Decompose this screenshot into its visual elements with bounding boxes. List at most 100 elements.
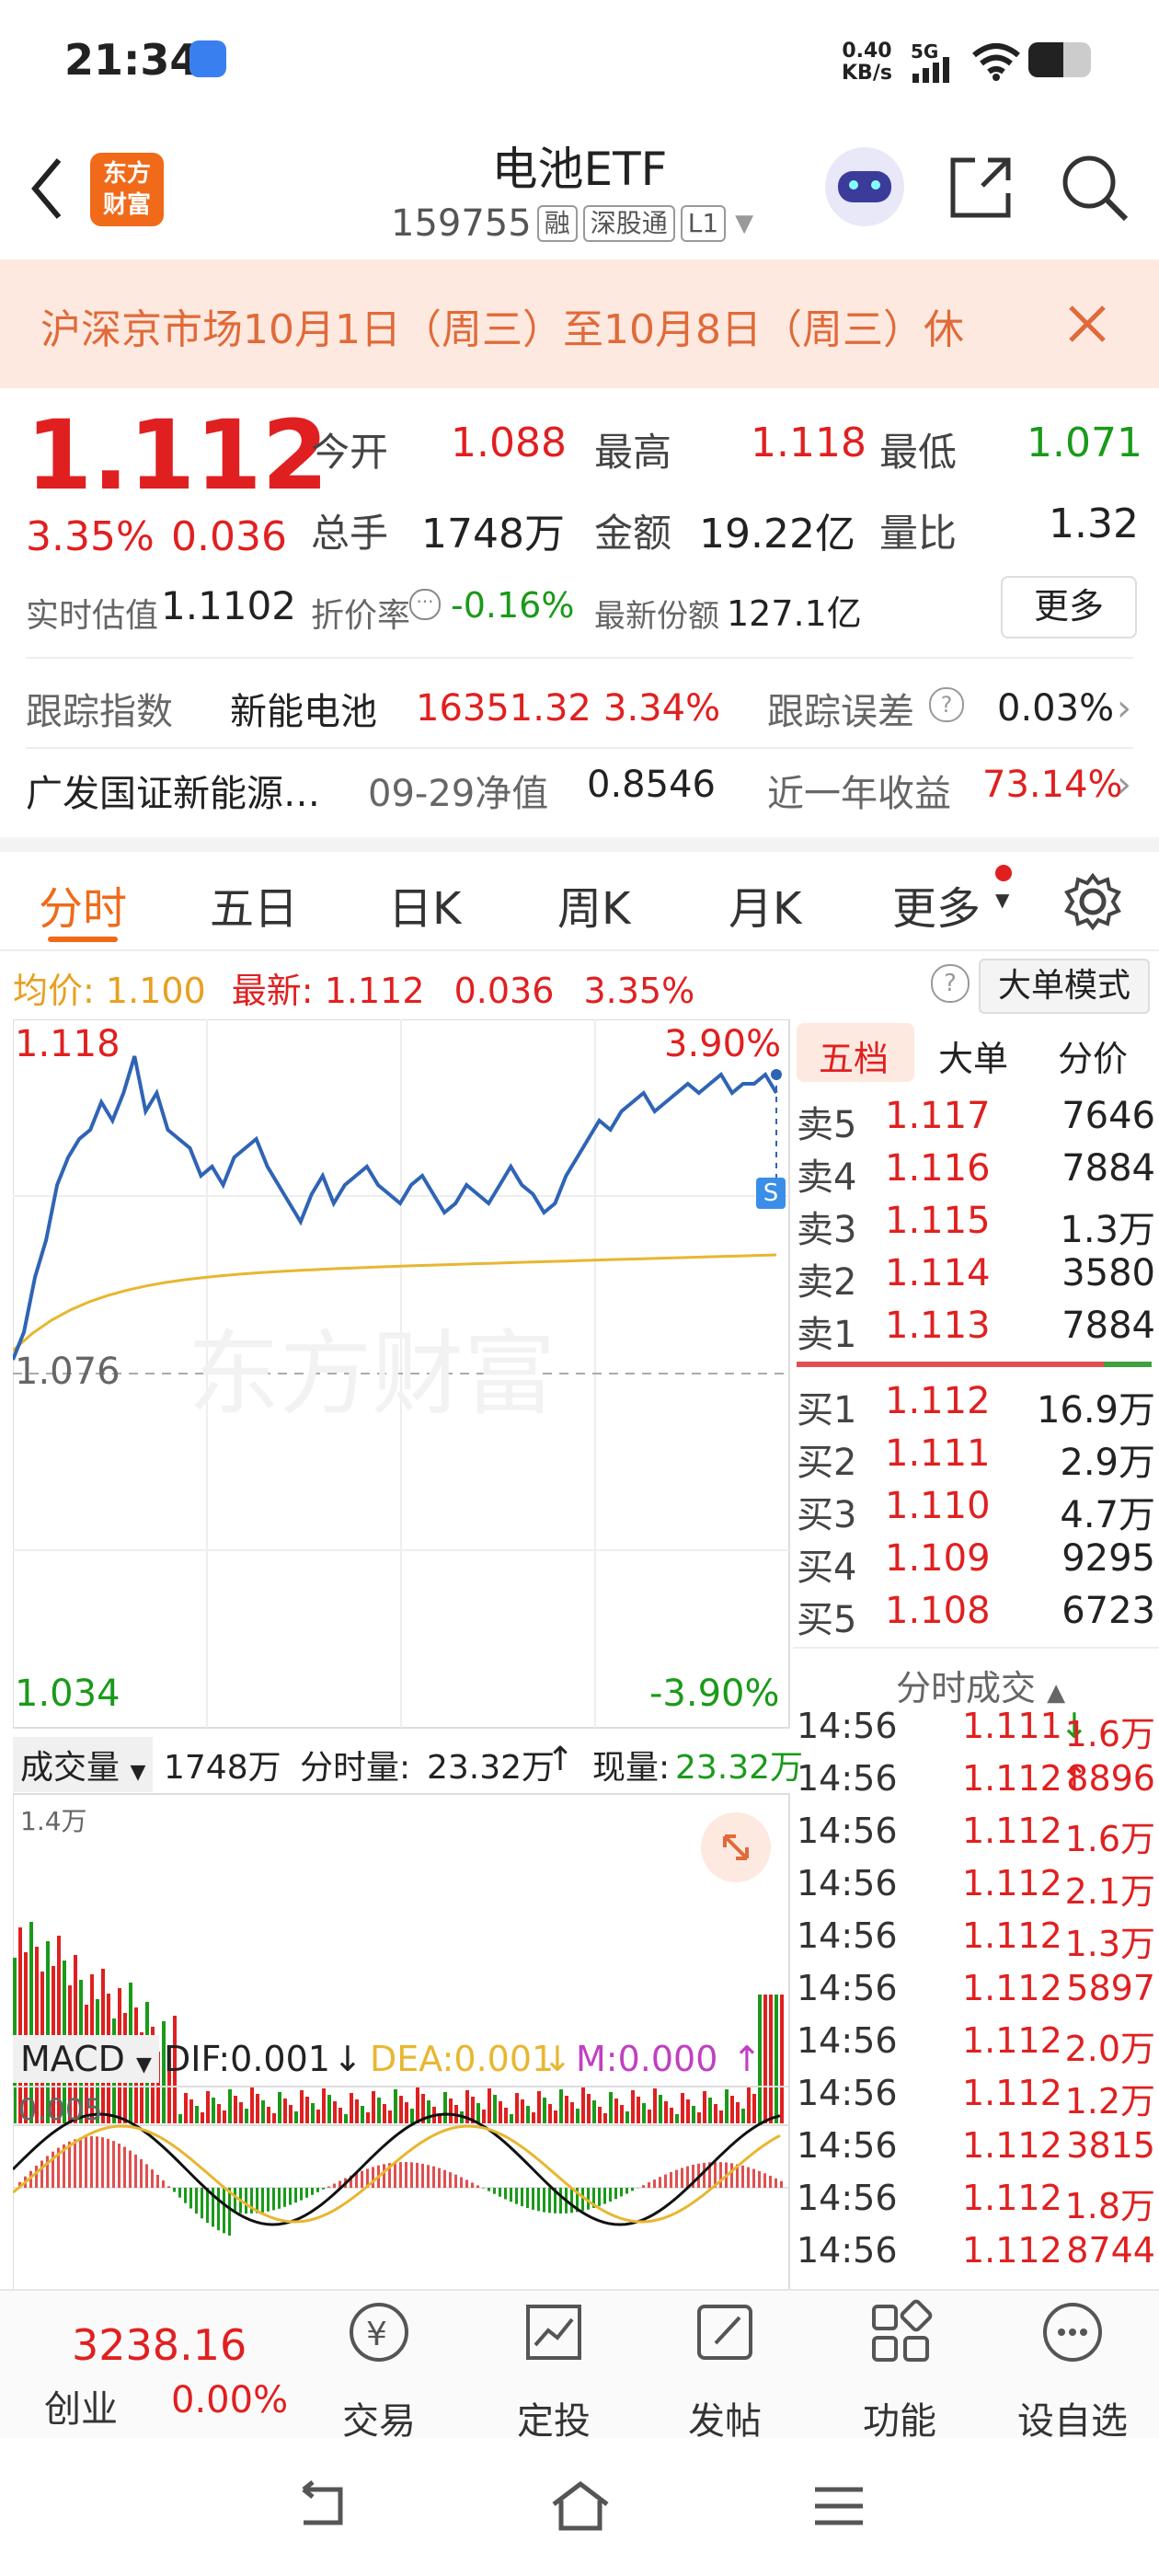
volume-bar <box>476 2103 480 2123</box>
macd-bar <box>123 2146 126 2188</box>
trade-row[interactable]: 14:56 1.112 1.8万 <box>797 2178 1155 2229</box>
macd-bar <box>642 2185 645 2188</box>
macd-bar <box>283 2188 286 2207</box>
volume-indicator-select[interactable]: 成交量 ▼ <box>13 1737 154 1792</box>
trade-row[interactable]: 14:56 1.112 8744 <box>797 2230 1155 2282</box>
intraday-chart[interactable]: 东方财富 <box>13 1019 791 2289</box>
volume-bar <box>620 2105 624 2123</box>
tab-intraday[interactable]: 分时 <box>39 883 128 935</box>
holiday-notice-banner[interactable]: 沪深京市场10月1日（周三）至10月8日（周三）休 <box>0 259 1159 388</box>
orderbook-tab-price[interactable]: 分价 <box>1058 1039 1129 1079</box>
volume-bar <box>637 2097 640 2123</box>
volume-bar <box>29 1922 33 2123</box>
grid-icon <box>872 2299 933 2362</box>
macd-bar <box>96 2136 98 2188</box>
back-nav-icon[interactable] <box>291 2480 350 2532</box>
order-price: 1.113 <box>885 1305 991 1347</box>
macd-bar <box>206 2188 209 2224</box>
nav-add-watchlist[interactable]: 设自选 <box>990 2295 1155 2444</box>
tab-daily-k[interactable]: 日K <box>388 883 462 935</box>
settings-gear-icon[interactable] <box>1063 872 1122 931</box>
app-logo[interactable]: 东方 财富 <box>90 153 164 226</box>
search-icon[interactable] <box>1060 153 1130 223</box>
sell-order-row[interactable]: 卖5 1.117 7646 <box>797 1095 1155 1146</box>
sell-order-row[interactable]: 卖2 1.114 3580 <box>797 1252 1155 1304</box>
sell-order-row[interactable]: 卖4 1.116 7884 <box>797 1147 1155 1199</box>
tab-five-day[interactable]: 五日 <box>210 883 299 935</box>
macd-bar <box>427 2165 430 2188</box>
trades-title[interactable]: 分时成交 ▲ <box>896 1668 1066 1708</box>
back-icon[interactable] <box>28 156 64 221</box>
volume-bar <box>736 2102 740 2123</box>
tab-monthly-k[interactable]: 月K <box>729 883 802 935</box>
volume-bar <box>686 2099 690 2123</box>
more-button[interactable]: 更多 <box>1001 576 1137 638</box>
nav-trade[interactable]: ¥ 交易 <box>296 2295 462 2444</box>
nav-functions[interactable]: 功能 <box>817 2295 982 2444</box>
more-dots-icon <box>1043 2303 1102 2362</box>
tab-more[interactable]: 更多 <box>892 883 981 935</box>
trade-row[interactable]: 14:56 1.112 2.1万 <box>797 1863 1155 1915</box>
trade-arrow-icon: ↓ <box>1060 1706 1089 1746</box>
orderbook-tab-large[interactable]: 大单 <box>938 1039 1009 1079</box>
volume-bar <box>316 2110 320 2123</box>
sell-order-row[interactable]: 卖3 1.115 1.3万 <box>797 1200 1155 1251</box>
sell-order-row[interactable]: 卖1 1.113 7884 <box>797 1305 1155 1356</box>
macd-bar <box>52 2151 54 2188</box>
help-icon[interactable]: ? <box>931 964 970 1003</box>
trade-row[interactable]: 14:56 1.112 1.3万 <box>797 1915 1155 1967</box>
info-icon[interactable]: ··· <box>409 589 441 620</box>
index-pct[interactable]: 0.00% <box>171 2379 289 2421</box>
macd-bar <box>267 2188 270 2212</box>
trade-row[interactable]: 14:56 1.112 ↑ 8896 <box>797 1758 1155 1810</box>
volume-bar <box>300 2090 304 2123</box>
buy-order-row[interactable]: 买3 1.110 4.7万 <box>797 1485 1155 1536</box>
close-icon[interactable] <box>1067 304 1107 344</box>
volume-bar <box>377 2098 381 2123</box>
trade-row[interactable]: 14:56 1.112 3815 <box>797 2125 1155 2177</box>
trade-row[interactable]: 14:56 1.112 1.6万 <box>797 1811 1155 1862</box>
security-code-row[interactable]: 159755 融 深股通 L1 ▼ <box>391 202 753 245</box>
volume-bar <box>625 2111 629 2123</box>
nav-post[interactable]: 发帖 <box>642 2295 808 2444</box>
volume-bar <box>383 2104 386 2123</box>
expand-icon[interactable] <box>701 1812 771 1882</box>
volume-bar <box>675 2114 679 2123</box>
buy-order-row[interactable]: 买2 1.111 2.9万 <box>797 1432 1155 1484</box>
now-volume-label: 现量: <box>592 1749 671 1787</box>
index-value[interactable]: 3238.16 <box>72 2320 247 2370</box>
menu-nav-icon[interactable] <box>811 2482 866 2530</box>
order-price: 1.110 <box>885 1485 991 1527</box>
tracking-row[interactable]: 跟踪指数 新能电池 16351.32 3.34% 跟踪误差 ? 0.03% › <box>26 676 1133 741</box>
trade-row[interactable]: 14:56 1.111 ↓ 1.6万 <box>797 1706 1155 1757</box>
now-volume-value: 23.32万 <box>675 1749 804 1787</box>
orderbook-tab-five[interactable]: 五档 <box>819 1039 889 1079</box>
volume-bar <box>399 2096 403 2123</box>
trades-list[interactable]: 14:56 1.111 ↓ 1.6万 14:56 1.112 ↑ 8896 14:56 1.112… <box>797 1706 1155 2289</box>
s-marker[interactable]: S <box>756 1178 786 1209</box>
help-icon[interactable]: ? <box>929 687 964 722</box>
buy-order-row[interactable]: 买4 1.109 9295 <box>797 1537 1155 1589</box>
large-order-mode-button[interactable]: 大单模式 <box>979 959 1150 1014</box>
trade-row[interactable]: 14:56 1.112 1.2万 <box>797 2073 1155 2124</box>
watermark: 东方财富 <box>188 1323 556 1426</box>
volume-bar <box>565 2096 568 2123</box>
fund-row[interactable]: 广发国证新能源… 09-29净值 0.8546 近一年收益 73.14% › <box>26 764 1133 828</box>
tab-weekly-k[interactable]: 周K <box>557 883 631 935</box>
low-label: 最低 <box>879 430 958 475</box>
volume-bar <box>521 2099 524 2123</box>
nav-fixed-invest[interactable]: 定投 <box>471 2295 637 2444</box>
chevron-down-icon: ▼ <box>995 889 1010 911</box>
trade-row[interactable]: 14:56 1.112 5897 <box>797 1968 1155 2019</box>
divider <box>0 949 1159 951</box>
trade-row[interactable]: 14:56 1.112 2.0万 <box>797 2020 1155 2072</box>
index-name[interactable]: 创业 <box>44 2388 118 2431</box>
buy-order-row[interactable]: 买5 1.108 6723 <box>797 1590 1155 1641</box>
share-icon[interactable] <box>947 153 1016 221</box>
buy-order-row[interactable]: 买1 1.112 16.9万 <box>797 1380 1155 1432</box>
high-value: 1.118 <box>751 420 866 466</box>
assistant-robot-icon[interactable] <box>825 147 904 226</box>
macd-indicator-select[interactable]: MACD ▼ <box>13 2035 159 2083</box>
home-nav-icon[interactable] <box>548 2478 613 2534</box>
orderbook-tab-active-bg <box>797 1023 914 1082</box>
